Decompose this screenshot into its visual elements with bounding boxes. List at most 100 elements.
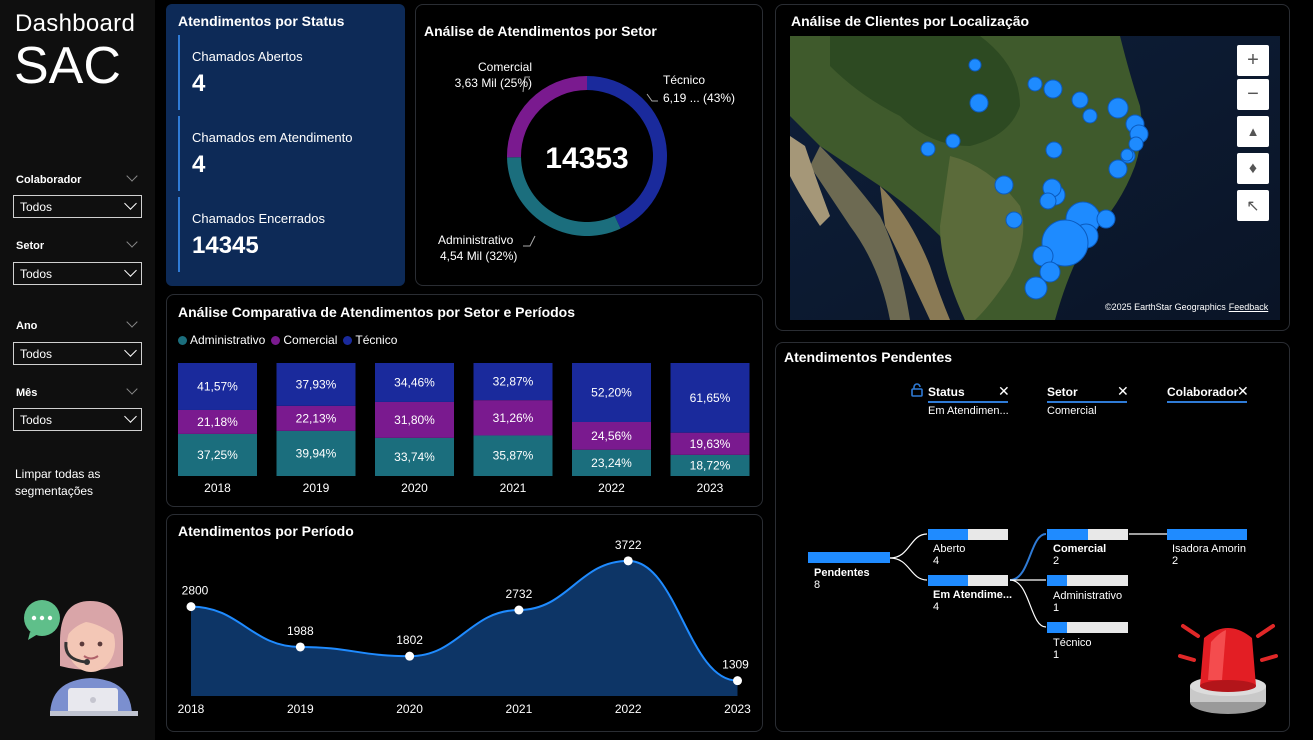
donut-label-comercial-name: Comercial <box>478 60 532 74</box>
bar-segment[interactable] <box>473 400 553 436</box>
map-bubble[interactable] <box>1027 76 1043 92</box>
map-bubble[interactable] <box>1096 209 1116 229</box>
map-bubble[interactable] <box>1045 141 1063 159</box>
legend-dot <box>271 335 281 345</box>
bar-segment[interactable] <box>276 405 356 431</box>
bar-segment[interactable] <box>572 421 651 450</box>
map-bubble[interactable] <box>1128 136 1144 152</box>
close-icon[interactable]: ✕ <box>998 383 1010 399</box>
bar-segment[interactable] <box>276 430 356 476</box>
header-setor[interactable]: Setor <box>1047 385 1127 403</box>
bar-segment[interactable] <box>670 363 750 433</box>
tilt-icon[interactable]: ▲ <box>1237 116 1269 147</box>
chevron-down-icon[interactable] <box>126 236 138 248</box>
map-bubble[interactable] <box>994 175 1014 195</box>
tree-node-isadora[interactable] <box>1167 529 1247 540</box>
kpi-label: Chamados em Atendimento <box>192 130 353 145</box>
bar-data-label: 22,13% <box>296 411 337 425</box>
data-point[interactable] <box>405 651 415 661</box>
bar-segment[interactable] <box>375 437 454 476</box>
filter-colaborador-value: Todos <box>20 200 53 214</box>
area-fill <box>191 560 738 696</box>
close-icon[interactable]: ✕ <box>1237 383 1249 399</box>
point-data-label: 3722 <box>615 538 642 552</box>
donut-title: Análise de Atendimentos por Setor <box>424 23 657 39</box>
legend-item-tecnico[interactable]: Técnico <box>343 333 397 347</box>
filter-mes-dropdown[interactable]: Todos <box>13 408 142 431</box>
bar-segment[interactable] <box>276 363 356 406</box>
donut-slice-administrativo[interactable] <box>507 157 621 236</box>
map-bubble[interactable] <box>1082 108 1098 124</box>
data-point[interactable] <box>295 642 305 652</box>
data-point[interactable] <box>186 602 196 612</box>
bar-segment[interactable] <box>572 449 651 476</box>
map-area[interactable] <box>790 36 1280 320</box>
map-bubble[interactable] <box>1107 97 1129 119</box>
bar-segment[interactable] <box>375 401 454 438</box>
bar-data-label: 52,20% <box>591 385 632 399</box>
zoom-in-icon[interactable]: + <box>1237 45 1269 76</box>
tree-node-isadora-label: Isadora Amorin 2 <box>1172 543 1246 567</box>
header-status[interactable]: Status <box>928 385 1008 403</box>
tree-node-em-atendimento-label: Em Atendime... 4 <box>933 589 1013 613</box>
chevron-down-icon[interactable] <box>126 383 138 395</box>
map-bubble[interactable] <box>1120 148 1134 162</box>
legend-item-administrativo[interactable]: Administrativo <box>178 333 265 347</box>
bar-segment[interactable] <box>178 409 257 434</box>
tree-node-pendentes[interactable] <box>808 552 890 563</box>
point-data-label: 1988 <box>287 624 314 638</box>
map-bubble[interactable] <box>1041 219 1089 267</box>
map-bubble[interactable] <box>1039 261 1061 283</box>
bar-segment[interactable] <box>178 433 257 476</box>
donut-slice-técnico[interactable] <box>587 76 667 229</box>
map-bubble[interactable] <box>1071 91 1089 109</box>
bar-segment[interactable] <box>670 432 750 455</box>
chevron-down-icon[interactable] <box>126 316 138 328</box>
tree-node-comercial[interactable] <box>1047 529 1128 540</box>
tree-node-aberto[interactable] <box>928 529 1008 540</box>
app-subtitle: SAC <box>14 37 121 95</box>
sidebar: Dashboard SAC Colaborador Todos Setor To… <box>0 0 155 740</box>
tree-node-pendentes-label: Pendentes 8 <box>814 567 870 591</box>
bar-segment[interactable] <box>375 363 454 402</box>
map-bubble[interactable] <box>1043 79 1063 99</box>
bar-segment[interactable] <box>670 454 750 476</box>
map-bubble[interactable] <box>945 133 961 149</box>
x-tick-label: 2022 <box>615 702 642 716</box>
tree-node-administrativo-label: Administrativo 1 <box>1053 590 1123 614</box>
bar-segment[interactable] <box>178 363 257 410</box>
filter-setor-dropdown[interactable]: Todos <box>13 262 142 285</box>
chevron-down-icon[interactable] <box>126 170 138 182</box>
data-point[interactable] <box>733 676 742 686</box>
select-arrow-icon[interactable]: ↖ <box>1237 190 1269 221</box>
map-feedback-link[interactable]: Feedback <box>1228 302 1269 312</box>
map-bubble[interactable] <box>968 58 982 72</box>
data-point[interactable] <box>623 556 633 566</box>
map-bubble[interactable] <box>969 93 989 113</box>
filter-colaborador-dropdown[interactable]: Todos <box>13 195 142 218</box>
bar-segment[interactable] <box>473 363 553 401</box>
x-tick-label: 2019 <box>287 702 314 716</box>
zoom-out-icon[interactable]: − <box>1237 79 1269 110</box>
map-bubble[interactable] <box>1024 276 1048 300</box>
donut-slice-comercial[interactable] <box>507 76 587 158</box>
clear-filters-button[interactable]: Limpar todas as segmentações <box>15 467 101 498</box>
legend-item-comercial[interactable]: Comercial <box>271 333 337 347</box>
bar-segment[interactable] <box>572 363 651 422</box>
header-colaborador[interactable]: Colaborador <box>1167 385 1247 403</box>
tree-node-em-atendimento[interactable] <box>928 575 1008 586</box>
map-bubble[interactable] <box>1039 192 1057 210</box>
filter-ano-dropdown[interactable]: Todos <box>13 342 142 365</box>
map-credit: ©2025 EarthStar Geographics Feedback <box>1105 302 1268 312</box>
x-tick-label: 2021 <box>500 481 527 495</box>
compass-icon[interactable]: ♦ <box>1237 153 1269 184</box>
map-bubble[interactable] <box>920 141 936 157</box>
tree-node-tecnico[interactable] <box>1047 622 1128 633</box>
close-icon[interactable]: ✕ <box>1117 383 1129 399</box>
data-point[interactable] <box>514 605 524 615</box>
bar-chart-title: Análise Comparativa de Atendimentos por … <box>178 304 576 320</box>
tree-node-administrativo[interactable] <box>1047 575 1128 586</box>
map-bubble[interactable] <box>1108 159 1128 179</box>
bar-segment[interactable] <box>473 435 553 476</box>
map-bubble[interactable] <box>1005 211 1023 229</box>
